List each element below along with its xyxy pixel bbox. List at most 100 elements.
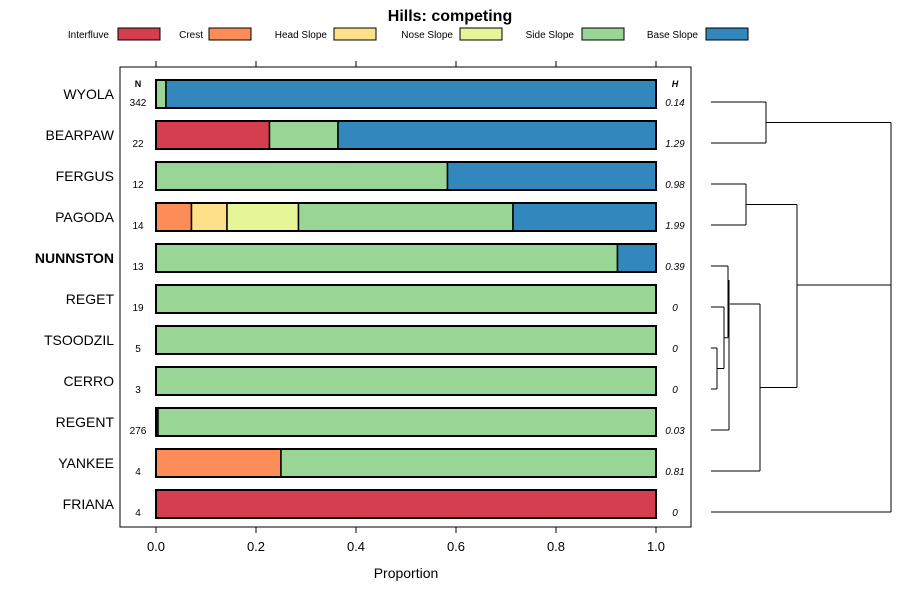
bar-segment xyxy=(280,448,657,478)
bar-row: NUNNSTON 13 0.39 xyxy=(35,243,685,273)
row-label: YANKEE xyxy=(58,455,114,471)
n-value: 12 xyxy=(132,180,144,191)
legend-label: Base Slope xyxy=(647,30,699,41)
legend-swatch xyxy=(705,27,749,41)
h-value: 0.39 xyxy=(665,262,685,273)
x-axis: 0.0 0.2 0.4 0.6 0.8 1.0 xyxy=(147,527,665,554)
x-tick-label: 0.4 xyxy=(347,539,365,554)
n-header: N xyxy=(135,79,142,89)
n-value: 276 xyxy=(130,426,147,437)
row-label: REGENT xyxy=(56,414,115,430)
bar-row: PAGODA 14 1.99 xyxy=(55,202,685,232)
n-value: 22 xyxy=(132,139,144,150)
n-value: 4 xyxy=(135,508,141,519)
bar-segment xyxy=(155,284,657,314)
bar-segment xyxy=(155,448,282,478)
bar-segment xyxy=(155,366,657,396)
legend: Interfluve Crest Head Slope Nose Slope Side … xyxy=(68,27,749,41)
legend-label: Interfluve xyxy=(68,30,110,41)
chart-title: Hills: competing xyxy=(388,8,512,25)
bar-outline xyxy=(155,489,657,519)
x-axis-label: Proportion xyxy=(374,565,439,581)
bar-segment xyxy=(165,79,657,109)
bar-outline xyxy=(155,325,657,355)
row-label: TSOODZIL xyxy=(44,332,114,348)
bar-row: BEARPAW 22 1.29 xyxy=(46,120,685,150)
bar-segment xyxy=(190,202,228,232)
bar-outline xyxy=(155,407,657,437)
h-value: 0.81 xyxy=(665,467,684,478)
h-value: 0 xyxy=(672,303,678,314)
bar-segment xyxy=(157,407,657,437)
n-value: 4 xyxy=(135,467,141,478)
legend-swatch xyxy=(459,27,503,41)
h-value: 1.99 xyxy=(665,221,685,232)
h-value: 0 xyxy=(672,385,678,396)
row-label: PAGODA xyxy=(55,209,115,225)
row-label: CERRO xyxy=(63,373,114,389)
bar-outline xyxy=(155,243,657,273)
bar-segment xyxy=(512,202,657,232)
bar-row: REGET 19 0 xyxy=(66,284,678,314)
legend-swatch xyxy=(581,27,625,41)
bar-segment xyxy=(155,489,657,519)
bar-outline xyxy=(155,284,657,314)
bar-row: WYOLA 342 0.14 xyxy=(63,79,685,109)
bar-segment xyxy=(616,243,657,273)
row-label: WYOLA xyxy=(63,86,114,102)
bar-segment xyxy=(446,161,657,191)
bar-segment xyxy=(155,79,167,109)
x-tick-label: 0.2 xyxy=(247,539,265,554)
bar-row: FRIANA 4 0 xyxy=(63,489,678,519)
bar-row: FERGUS 12 0.98 xyxy=(56,161,685,191)
bar-segment xyxy=(155,161,449,191)
h-value: 0.14 xyxy=(665,98,685,109)
row-label: FERGUS xyxy=(56,168,114,184)
legend-swatch xyxy=(117,27,161,41)
bar-outline xyxy=(155,79,657,109)
bar-segment xyxy=(268,120,339,150)
bar-outline xyxy=(155,120,657,150)
x-tick-label: 1.0 xyxy=(647,539,665,554)
bar-outline xyxy=(155,161,657,191)
legend-swatch xyxy=(333,27,377,41)
bar-rows: WYOLA 342 0.14 BEARPAW 22 1.29 FERGUS 12 0.98 PAG… xyxy=(35,79,685,519)
h-value: 0 xyxy=(672,508,678,519)
x-tick-label: 0.8 xyxy=(547,539,565,554)
bar-row: TSOODZIL 5 0 xyxy=(44,325,678,355)
bar-segment xyxy=(155,202,193,232)
bar-row: REGENT 276 0.03 xyxy=(56,407,685,437)
bar-segment xyxy=(155,325,657,355)
n-value: 5 xyxy=(135,344,141,355)
bar-segment xyxy=(226,202,300,232)
n-value: 13 xyxy=(132,262,144,273)
legend-label: Crest xyxy=(179,30,203,41)
h-value: 0.98 xyxy=(665,180,685,191)
n-value: 3 xyxy=(135,385,141,396)
bar-outline xyxy=(155,448,657,478)
bar-outline xyxy=(155,366,657,396)
x-tick-label: 0.0 xyxy=(147,539,165,554)
h-value: 0.03 xyxy=(665,426,685,437)
n-value: 19 xyxy=(132,303,144,314)
bar-segment xyxy=(155,120,271,150)
legend-label: Head Slope xyxy=(275,30,328,41)
bar-segment xyxy=(337,120,657,150)
h-header: H xyxy=(672,79,679,89)
bar-segment xyxy=(297,202,514,232)
legend-label: Nose Slope xyxy=(401,30,453,41)
bar-row: CERRO 3 0 xyxy=(63,366,678,396)
bar-row: YANKEE 4 0.81 xyxy=(58,448,685,478)
legend-label: Side Slope xyxy=(526,30,575,41)
row-label: REGET xyxy=(66,291,115,307)
h-value: 1.29 xyxy=(665,139,685,150)
row-label: BEARPAW xyxy=(46,127,115,143)
row-label: NUNNSTON xyxy=(35,250,114,266)
top-axis-ticks xyxy=(155,61,657,67)
bar-outline xyxy=(155,202,657,232)
row-label: FRIANA xyxy=(63,496,115,512)
x-tick-label: 0.6 xyxy=(447,539,465,554)
plot-panel xyxy=(119,66,692,528)
legend-swatch xyxy=(208,27,252,41)
